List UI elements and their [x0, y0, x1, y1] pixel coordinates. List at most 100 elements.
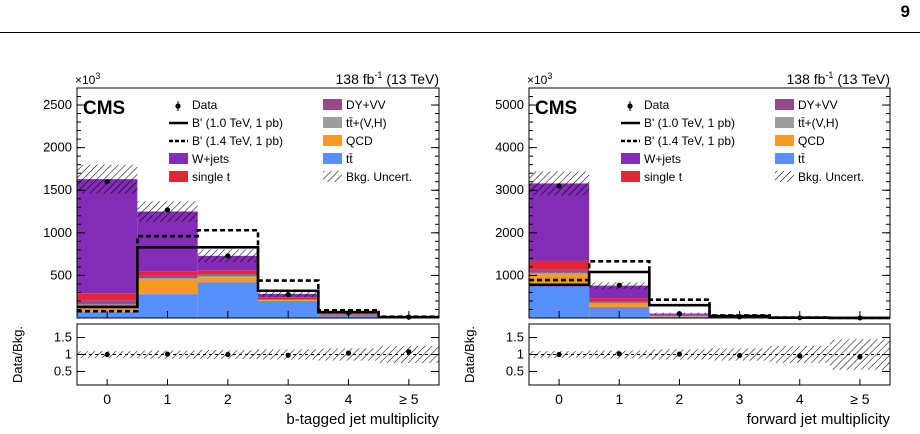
x-tick-label-1: 1: [164, 391, 172, 407]
x-tick-label-1: 1: [615, 391, 623, 407]
legend-swatch-tt: [775, 153, 794, 164]
legend-label-qcd: QCD: [798, 134, 825, 148]
legend-swatch-ttvh: [323, 117, 342, 128]
ratio-point-4: [797, 353, 803, 359]
y-tick-label-3: 2000: [43, 140, 72, 155]
legend-marker-data: [627, 103, 633, 109]
legend-swatch-qcd: [775, 135, 794, 146]
legend-label-tt: tt̄: [798, 152, 805, 166]
y-axis-exponent-power: 3: [547, 71, 552, 81]
legend-label-wjets: W+jets: [192, 152, 229, 166]
signal-line-1p4: [529, 260, 890, 320]
ratio-tick-label-0: 0.5: [506, 363, 524, 378]
lumi-energy: (13 TeV): [833, 71, 890, 87]
data-point-1: [164, 207, 171, 213]
data-point-1: [616, 282, 622, 288]
ratio-y-axis-label: Data/Bkg.: [10, 326, 25, 383]
chart-panel-1: 500 1000 1500 2000 2500×103 138 fb-1 (13 TeV)…: [10, 70, 440, 428]
lumi-label: 138 fb-1 (13 TeV): [336, 70, 440, 87]
y-axis-exponent-power: 3: [95, 71, 100, 81]
ratio-point-1: [616, 351, 622, 357]
legend-label-sig1: B' (1.0 TeV, 1 pb): [644, 116, 735, 130]
legend-label-unc: Bkg. Uncert.: [346, 170, 412, 184]
legend-swatch-tt: [323, 153, 342, 164]
legend-label-data: Data: [644, 98, 670, 112]
bar-dyvv-2: [197, 274, 258, 276]
ratio-point-2: [225, 351, 231, 358]
bar-ttvh-3: [258, 299, 319, 301]
signal-line-1p0: [77, 245, 439, 319]
ratio-point-2: [676, 351, 683, 357]
x-tick-label-5: ≥ 5: [399, 391, 419, 407]
bar-ttvh-1: [137, 277, 198, 280]
legend-swatch-dyvv: [775, 99, 794, 110]
ratio-point-0: [556, 351, 562, 358]
x-tick-label-3: 3: [284, 391, 292, 407]
x-tick-label-2: 2: [224, 391, 232, 407]
x-axis-label: b-tagged jet multiplicity: [286, 411, 439, 428]
legend-label-sig2: B' (1.4 TeV, 1 pb): [644, 134, 735, 148]
bar-ttvh-0: [529, 272, 590, 275]
bar-singlet-0: [77, 293, 138, 301]
bar-qcd-1: [137, 279, 198, 295]
experiment-label: CMS: [535, 98, 577, 119]
bar-singlet-0: [529, 260, 590, 270]
ratio-point-5: [857, 354, 863, 360]
y-axis-exponent: ×103: [75, 71, 100, 87]
data-point-2: [225, 253, 231, 259]
y-tick-label-1: 2000: [495, 225, 524, 240]
x-axis-label: forward jet multiplicity: [747, 411, 891, 428]
ratio-tick-label-2: 1.5: [54, 330, 72, 345]
bar-dyvv-0: [529, 269, 590, 273]
legend-swatch-singlet: [169, 171, 188, 182]
bar-singlet-1: [589, 298, 650, 302]
legend-label-wjets: W+jets: [644, 152, 681, 166]
bar-dyvv-1: [589, 301, 650, 303]
legend-swatch-qcd: [323, 135, 342, 146]
legend-swatch-dyvv: [323, 99, 342, 110]
legend-label-sig1: B' (1.0 TeV, 1 pb): [192, 116, 283, 130]
page-number: 9: [900, 2, 910, 21]
lumi-sup: -1: [825, 70, 833, 80]
ratio-tick-label-0: 0.5: [54, 363, 72, 378]
main-frame: [76, 87, 440, 319]
bar-qcd-2: [197, 277, 258, 283]
bar-singlet-2: [197, 270, 258, 275]
ratio-point-3: [285, 352, 291, 358]
ratio-point-4: [345, 350, 352, 356]
x-tick-label-4: 4: [345, 391, 353, 407]
y-tick-label-4: 2500: [43, 97, 72, 112]
legend-hatch: [775, 171, 794, 182]
legend-label-ttvh: tt̄+(V,H): [798, 116, 839, 130]
bar-tt-3: [258, 300, 319, 318]
bar-dyvv-0: [77, 300, 138, 305]
legend-label-tt: tt̄: [346, 152, 353, 166]
legend-label-singlet: single t: [644, 170, 683, 184]
chart-panel-2: 1000 2000 3000 4000 5000×103 138 fb-1 (13 TeV…: [462, 70, 891, 428]
main-frame: [528, 87, 891, 319]
bar-qcd-1: [589, 303, 650, 307]
legend-label-dyvv: DY+VV: [346, 98, 386, 112]
legend-label-singlet: single t: [192, 170, 231, 184]
x-tick-label-0: 0: [555, 391, 563, 407]
x-tick-label-0: 0: [103, 391, 111, 407]
lumi-energy: (13 TeV): [382, 71, 439, 87]
y-tick-label-0: 500: [50, 267, 72, 282]
y-axis-exponent: ×103: [527, 71, 552, 87]
legend-label-data: Data: [192, 98, 218, 112]
lumi-sup: -1: [374, 70, 382, 80]
ratio-y-axis-label: Data/Bkg.: [462, 326, 477, 383]
header-rule: [0, 32, 920, 33]
legend-swatch-wjets: [621, 153, 640, 164]
y-tick-label-3: 4000: [495, 140, 524, 155]
bar-singlet-1: [137, 271, 198, 276]
bar-tt-1: [137, 294, 198, 318]
y-tick-label-0: 1000: [495, 267, 524, 282]
x-tick-label-3: 3: [736, 391, 744, 407]
y-tick-label-4: 5000: [495, 97, 524, 112]
y-tick-label-2: 1500: [43, 182, 72, 197]
legend-label-sig2: B' (1.4 TeV, 1 pb): [192, 134, 283, 148]
x-tick-label-2: 2: [676, 391, 684, 407]
bar-wjets-0: [77, 179, 138, 294]
